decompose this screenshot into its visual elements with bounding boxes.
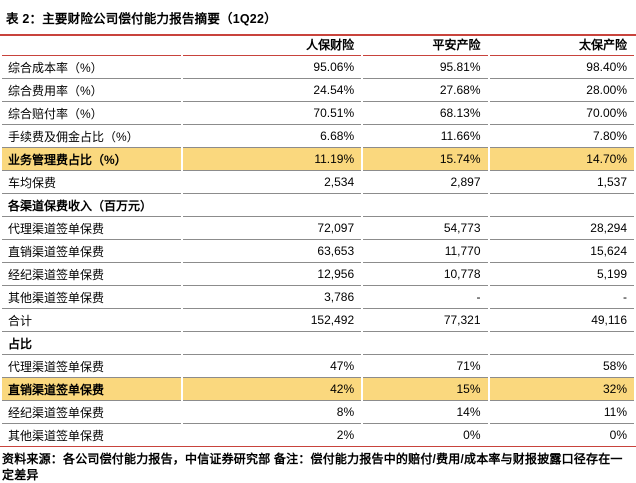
top-rule — [0, 34, 636, 36]
value-cell: 15.74% — [363, 148, 488, 171]
value-cell: 11,770 — [363, 240, 488, 263]
value-cell: 27.68% — [363, 79, 488, 102]
value-cell: - — [489, 286, 634, 309]
value-cell: 15,624 — [489, 240, 634, 263]
value-cell: 95.06% — [182, 56, 362, 79]
value-cell: 95.81% — [363, 56, 488, 79]
table-row: 合计 152,492 77,321 49,116 — [2, 309, 634, 332]
value-cell: 11.66% — [363, 125, 488, 148]
value-cell — [363, 332, 488, 355]
row-label: 代理渠道签单保费 — [2, 355, 181, 378]
table-row: 经纪渠道签单保费 8% 14% 11% — [2, 401, 634, 424]
value-cell: 49,116 — [489, 309, 634, 332]
row-label: 其他渠道签单保费 — [2, 286, 181, 309]
value-cell: 47% — [182, 355, 362, 378]
value-cell: 2% — [336, 428, 355, 442]
row-label: 手续费及佣金占比（%） — [2, 125, 181, 148]
section-header-row: 占比 — [2, 332, 634, 355]
table-row: 代理渠道签单保费 47% 71% 58% — [2, 355, 634, 378]
value-cell: 70.00% — [489, 102, 634, 125]
row-label: 直销渠道签单保费 — [2, 378, 181, 401]
value-cell: 152,492 — [182, 309, 362, 332]
value-cell: 2,534 — [182, 171, 362, 194]
value-cell — [182, 332, 362, 355]
value-cell: 1,537 — [489, 171, 634, 194]
column-header-cpic: 太保产险 — [489, 36, 634, 56]
value-cell: 11% — [489, 401, 634, 424]
row-label: 经纪渠道签单保费 — [2, 401, 181, 424]
value-cell: 8% — [182, 401, 362, 424]
section-header-row: 各渠道保费收入（百万元） — [2, 194, 634, 217]
row-label: 综合赔付率（%） — [2, 102, 181, 125]
table-title: 表 2：主要财险公司偿付能力报告摘要（1Q22） — [6, 12, 277, 26]
row-label: 综合成本率（%） — [2, 56, 181, 79]
value-cell: 98.40% — [489, 56, 634, 79]
value-cell: 14% — [363, 401, 488, 424]
table-row: 综合费用率（%） 24.54% 27.68% 28.00% — [2, 79, 634, 102]
value-cell: 63,653 — [182, 240, 362, 263]
value-cell: 72,097 — [182, 217, 362, 240]
row-label: 直销渠道签单保费 — [2, 240, 181, 263]
row-label: 业务管理费占比（%） — [2, 148, 181, 171]
value-cell: 5,199 — [489, 263, 634, 286]
value-cell — [182, 194, 362, 217]
row-label: 占比 — [2, 332, 181, 355]
table-row: 手续费及佣金占比（%） 6.68% 11.66% 7.80% — [2, 125, 634, 148]
value-cell — [363, 194, 488, 217]
value-cell: 6.68% — [182, 125, 362, 148]
row-label: 代理渠道签单保费 — [2, 217, 181, 240]
row-label: 合计 — [2, 309, 181, 332]
value-cell: 3,786 — [182, 286, 362, 309]
value-cell: 12,956 — [182, 263, 362, 286]
value-cell — [489, 332, 634, 355]
source-note: 资料来源：各公司偿付能力报告，中信证券研究部 备注：偿付能力报告中的赔付/费用/… — [2, 452, 623, 482]
table-row: 其他渠道签单保费 3,786- - — [2, 286, 634, 309]
value-cell: 11.19% — [182, 148, 362, 171]
value-cell: 70.51% — [182, 102, 362, 125]
solvency-summary-table: 人保财险 平安产险 太保产险 综合成本率（%） 95.06% 95.81% 98.40… — [0, 36, 636, 446]
value-cell: 0% — [609, 428, 627, 442]
value-cell: 58% — [489, 355, 634, 378]
value-cell: 0% — [463, 428, 481, 442]
table-row: 经纪渠道签单保费 12,956 10,778 5,199 — [2, 263, 634, 286]
value-cell: - — [363, 286, 488, 309]
value-cell: 42% — [182, 378, 362, 401]
table-row: 其他渠道签单保费 2% 0% 0% — [2, 424, 634, 446]
value-cell: 7.80% — [489, 125, 634, 148]
table-row: 代理渠道签单保费 72,097 54,773 28,294 — [2, 217, 634, 240]
value-cell: 15% — [363, 378, 488, 401]
table-row: 车均保费 2,534 2,897 1,537 — [2, 171, 634, 194]
table-row: 业务管理费占比（%） 11.19% 15.74% 14.70% — [2, 148, 634, 171]
row-label: 经纪渠道签单保费 — [2, 263, 181, 286]
value-cell: 10,778 — [363, 263, 488, 286]
value-cell: 28,294 — [489, 217, 634, 240]
value-cell: 14.70% — [489, 148, 634, 171]
value-cell: 2,897 — [363, 171, 488, 194]
row-label: 其他渠道签单保费 — [8, 428, 105, 443]
value-cell: 71% — [363, 355, 488, 378]
header-row: 人保财险 平安产险 太保产险 — [2, 36, 634, 56]
table-row: 直销渠道签单保费 63,653 11,770 15,624 — [2, 240, 634, 263]
column-header-empty — [2, 36, 181, 56]
value-cell: 28.00% — [489, 79, 634, 102]
table-row: 直销渠道签单保费 42% 15% 32% — [2, 378, 634, 401]
report-table-figure: 表 2：主要财险公司偿付能力报告摘要（1Q22） 人保财险 平安产险 太保产险 … — [0, 12, 636, 482]
value-cell: 68.13% — [363, 102, 488, 125]
row-label: 车均保费 — [2, 171, 181, 194]
row-label: 综合费用率（%） — [2, 79, 181, 102]
table-row: 综合成本率（%） 95.06% 95.81% 98.40% — [2, 56, 634, 79]
table-row: 综合赔付率（%） 70.51% 68.13% 70.00% — [2, 102, 634, 125]
value-cell: 32% — [489, 378, 634, 401]
value-cell: 54,773 — [363, 217, 488, 240]
row-label: 各渠道保费收入（百万元） — [2, 194, 181, 217]
value-cell: 24.54% — [182, 79, 362, 102]
column-header-picc: 人保财险 — [182, 36, 362, 56]
column-header-pingan: 平安产险 — [363, 36, 488, 56]
value-cell — [489, 194, 634, 217]
value-cell: 77,321 — [363, 309, 488, 332]
